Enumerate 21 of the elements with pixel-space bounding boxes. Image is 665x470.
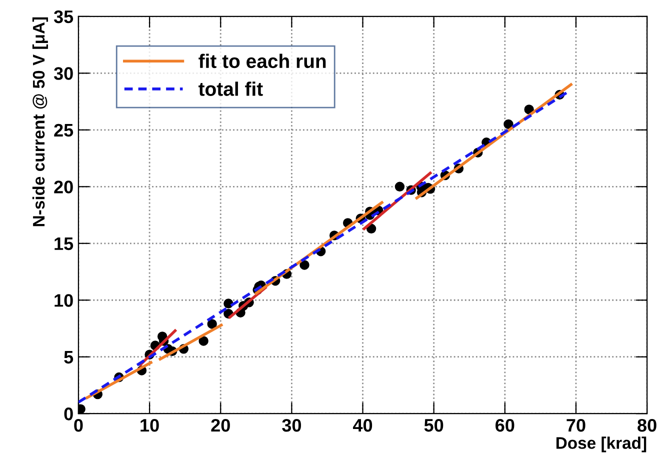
y-tick-label: 20: [54, 180, 73, 194]
y-tick-label: 15: [54, 238, 74, 250]
x-tick-label: 10: [140, 418, 159, 432]
y-tick-label: 25: [54, 124, 74, 137]
x-tick-label: 30: [282, 418, 301, 432]
legend-label: total fit: [198, 82, 263, 96]
x-tick-label: 50: [424, 418, 444, 432]
x-axis-title: Dose [krad]: [556, 436, 646, 452]
x-tick-label: 0: [74, 418, 83, 432]
y-tick-label: 35: [54, 10, 74, 24]
x-tick-label: 80: [638, 418, 656, 432]
y-tick-label: 0: [64, 408, 73, 420]
legend-label: fit to each run: [198, 54, 326, 68]
x-tick-label: 70: [566, 418, 586, 432]
y-axis-title: N-side current @ 50 V [μA]: [32, 17, 48, 226]
x-tick-label: 20: [211, 418, 230, 432]
y-tick-label: 30: [54, 67, 73, 80]
x-tick-label: 60: [496, 418, 514, 432]
y-tick-label: 5: [64, 350, 74, 364]
x-tick-label: 40: [352, 418, 372, 432]
y-tick-label: 10: [54, 294, 73, 307]
